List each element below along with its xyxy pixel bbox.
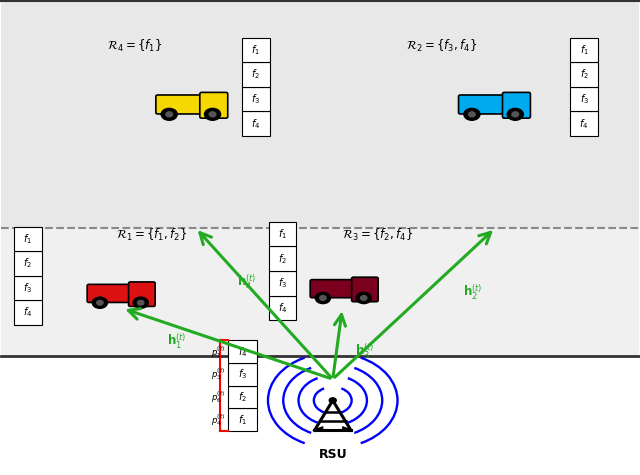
Circle shape bbox=[205, 108, 221, 120]
Circle shape bbox=[138, 300, 144, 305]
Text: $p_4^{(t)}$: $p_4^{(t)}$ bbox=[211, 412, 225, 428]
Text: $f_3$: $f_3$ bbox=[237, 368, 247, 381]
Text: $f_4$: $f_4$ bbox=[278, 301, 287, 315]
Bar bbox=[14, 251, 42, 276]
Bar bbox=[570, 38, 598, 62]
Text: $\mathbf{h}_2^{(t)}$: $\mathbf{h}_2^{(t)}$ bbox=[463, 282, 483, 302]
Bar bbox=[228, 341, 257, 363]
Text: $f_3$: $f_3$ bbox=[278, 276, 287, 290]
Text: $\mathcal{R}_4 = \{f_1\}$: $\mathcal{R}_4 = \{f_1\}$ bbox=[106, 38, 162, 54]
Text: $\mathbf{h}_4^{(t)}$: $\mathbf{h}_4^{(t)}$ bbox=[237, 273, 257, 292]
Text: $f_2$: $f_2$ bbox=[278, 252, 287, 266]
Bar bbox=[269, 295, 296, 320]
Circle shape bbox=[360, 295, 367, 300]
Text: $f_1$: $f_1$ bbox=[237, 413, 247, 427]
Text: $f_2$: $f_2$ bbox=[23, 256, 33, 270]
FancyBboxPatch shape bbox=[458, 95, 508, 114]
Bar bbox=[14, 300, 42, 325]
Text: $f_4$: $f_4$ bbox=[23, 306, 33, 320]
Circle shape bbox=[209, 112, 216, 117]
Bar bbox=[570, 62, 598, 87]
FancyBboxPatch shape bbox=[310, 280, 357, 298]
Text: $\mathcal{R}_1 = \{f_1, f_2\}$: $\mathcal{R}_1 = \{f_1, f_2\}$ bbox=[116, 227, 188, 243]
Circle shape bbox=[329, 398, 336, 403]
Text: RSU: RSU bbox=[319, 448, 347, 461]
Text: $\mathbf{h}_3^{(t)}$: $\mathbf{h}_3^{(t)}$ bbox=[355, 341, 374, 361]
Circle shape bbox=[133, 297, 148, 308]
Circle shape bbox=[320, 295, 326, 300]
Bar bbox=[14, 276, 42, 300]
Circle shape bbox=[92, 297, 108, 308]
FancyBboxPatch shape bbox=[129, 282, 155, 306]
Bar bbox=[570, 112, 598, 136]
FancyBboxPatch shape bbox=[87, 285, 134, 303]
Bar bbox=[243, 87, 269, 112]
Text: $f_1$: $f_1$ bbox=[252, 43, 260, 57]
FancyBboxPatch shape bbox=[502, 92, 531, 118]
Circle shape bbox=[508, 108, 524, 120]
Text: $p_6^{(t)}$: $p_6^{(t)}$ bbox=[211, 390, 225, 405]
Text: $f_3$: $f_3$ bbox=[580, 92, 589, 106]
Bar bbox=[1, 228, 639, 356]
FancyBboxPatch shape bbox=[156, 95, 205, 114]
FancyBboxPatch shape bbox=[200, 92, 228, 118]
Circle shape bbox=[468, 112, 476, 117]
Text: $f_4$: $f_4$ bbox=[579, 117, 589, 131]
Bar bbox=[228, 386, 257, 408]
Bar bbox=[269, 271, 296, 295]
Bar bbox=[269, 247, 296, 271]
Text: $p_3^{(t)}$: $p_3^{(t)}$ bbox=[211, 367, 225, 382]
Text: $f_4$: $f_4$ bbox=[237, 345, 247, 359]
Text: $p_1^{(t)}$: $p_1^{(t)}$ bbox=[211, 344, 225, 360]
Circle shape bbox=[166, 112, 173, 117]
Text: $f_2$: $f_2$ bbox=[252, 67, 260, 82]
Text: $f_2$: $f_2$ bbox=[238, 390, 247, 404]
Text: $f_2$: $f_2$ bbox=[580, 67, 589, 82]
Circle shape bbox=[512, 112, 518, 117]
Text: $f_1$: $f_1$ bbox=[580, 43, 589, 57]
Circle shape bbox=[161, 108, 177, 120]
Text: $f_3$: $f_3$ bbox=[23, 281, 33, 295]
Bar bbox=[1, 1, 639, 228]
Bar bbox=[243, 112, 269, 136]
Text: $\mathcal{R}_3 = \{f_2, f_4\}$: $\mathcal{R}_3 = \{f_2, f_4\}$ bbox=[342, 227, 413, 243]
Text: $\mathbf{h}_1^{(t)}$: $\mathbf{h}_1^{(t)}$ bbox=[167, 332, 186, 351]
Bar bbox=[570, 87, 598, 112]
Circle shape bbox=[464, 108, 480, 120]
Text: $f_1$: $f_1$ bbox=[23, 232, 33, 246]
Circle shape bbox=[316, 293, 330, 304]
Text: $f_1$: $f_1$ bbox=[278, 228, 287, 241]
Bar bbox=[228, 363, 257, 386]
Circle shape bbox=[356, 293, 371, 304]
Bar bbox=[269, 222, 296, 247]
FancyBboxPatch shape bbox=[351, 277, 378, 302]
Bar bbox=[1, 356, 639, 474]
Text: $f_3$: $f_3$ bbox=[252, 92, 260, 106]
Bar bbox=[243, 62, 269, 87]
Text: $\mathcal{R}_2 = \{f_3, f_4\}$: $\mathcal{R}_2 = \{f_3, f_4\}$ bbox=[406, 38, 477, 54]
Bar bbox=[243, 38, 269, 62]
Text: $f_4$: $f_4$ bbox=[252, 117, 260, 131]
Circle shape bbox=[97, 300, 103, 305]
Bar bbox=[14, 227, 42, 251]
Bar bbox=[228, 408, 257, 431]
